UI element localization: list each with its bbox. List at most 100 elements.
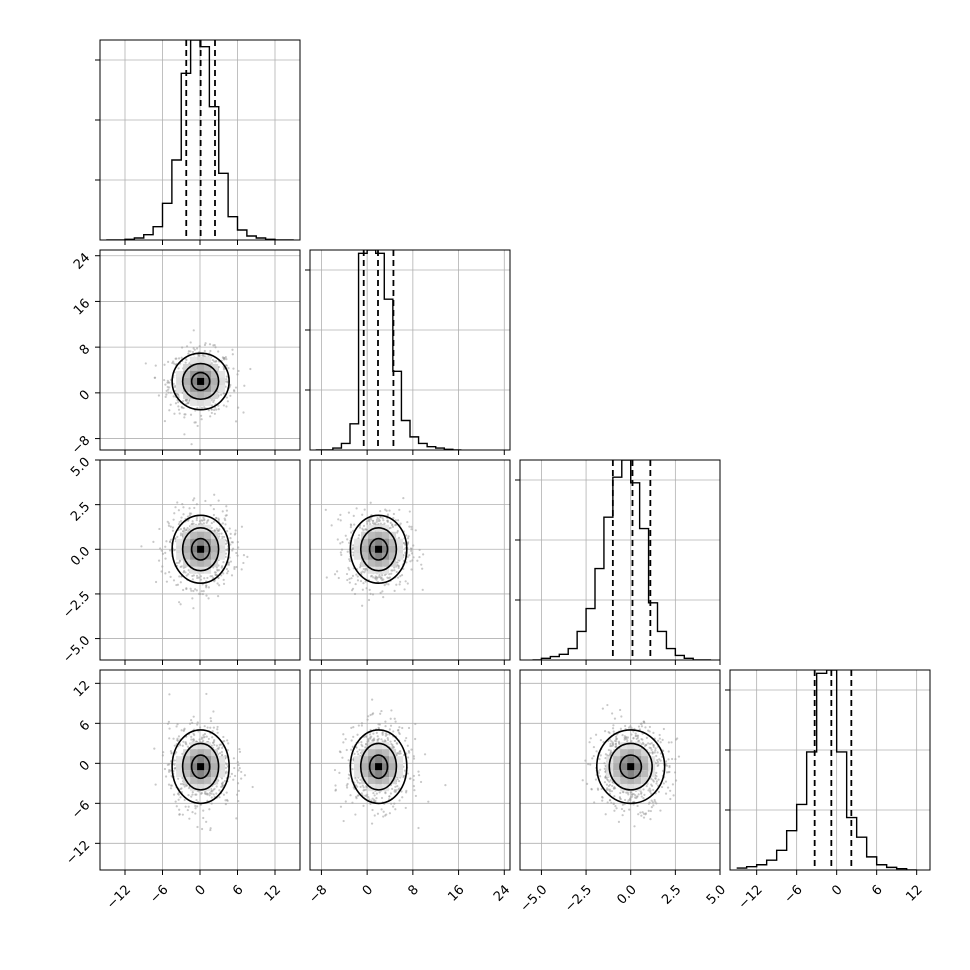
density-cell	[368, 545, 376, 553]
scatter-point	[387, 583, 390, 586]
scatter-point	[382, 595, 385, 599]
scatter-point	[405, 736, 408, 740]
scatter-point	[655, 780, 658, 783]
scatter-point	[348, 568, 351, 571]
scatter-point	[225, 405, 228, 408]
scatter-point	[172, 737, 175, 740]
scatter-point	[400, 573, 404, 577]
scatter-point	[609, 749, 612, 752]
scatter-point	[175, 805, 178, 808]
scatter-point	[223, 739, 226, 743]
scatter-point	[195, 517, 198, 520]
scatter-point	[636, 795, 639, 798]
scatter-point	[178, 808, 181, 811]
y-tick-label: 0	[77, 388, 93, 404]
x-tick-label: 2.5	[659, 882, 684, 907]
scatter-point	[171, 526, 175, 529]
scatter-point	[635, 737, 638, 740]
density-contour	[619, 754, 643, 780]
panel-2-1	[309, 459, 511, 665]
scatter-point	[368, 733, 372, 736]
scatter-point	[391, 525, 395, 528]
density-cell	[218, 377, 226, 385]
density-cell	[634, 770, 642, 778]
scatter-point	[225, 514, 228, 517]
scatter-point	[619, 727, 623, 730]
scatter-point	[367, 737, 370, 740]
scatter-point	[167, 522, 170, 525]
scatter-point	[224, 380, 227, 383]
scatter-point	[350, 577, 353, 580]
scatter-point	[659, 809, 662, 812]
density-cell	[382, 524, 390, 532]
scatter-point	[172, 518, 175, 521]
scatter-point	[605, 788, 608, 792]
scatter-point	[592, 745, 596, 749]
scatter-point	[398, 508, 401, 511]
scatter-point	[217, 499, 220, 502]
panel-frame	[519, 459, 721, 661]
scatter-point	[176, 535, 179, 538]
scatter-point	[181, 752, 184, 755]
scatter-point	[353, 752, 356, 755]
density-cell	[211, 377, 219, 385]
scatter-point	[405, 789, 408, 792]
scatter-point	[382, 519, 385, 522]
scatter-point	[216, 725, 219, 729]
scatter-point	[659, 741, 662, 744]
scatter-point	[604, 756, 607, 760]
scatter-point	[381, 733, 384, 736]
scatter-point	[406, 537, 410, 540]
density-cell	[368, 566, 376, 574]
scatter-point	[225, 530, 229, 533]
density-cell	[176, 545, 184, 553]
scatter-point	[357, 534, 361, 537]
density-cell	[176, 770, 184, 778]
scatter-point	[205, 584, 208, 587]
scatter-point	[399, 580, 402, 583]
scatter-point	[337, 576, 340, 580]
scatter-point	[642, 816, 646, 819]
density-cell	[190, 356, 198, 364]
scatter-point	[242, 411, 245, 414]
density-cell	[634, 777, 642, 785]
scatter-point	[673, 771, 677, 774]
scatter-point	[662, 749, 665, 752]
y-tick-label: 0	[77, 758, 93, 774]
density-cell	[634, 784, 642, 792]
scatter-point	[677, 755, 681, 758]
density-peak	[375, 763, 383, 771]
scatter-point	[165, 540, 168, 543]
density-cells	[354, 742, 404, 792]
scatter-point	[179, 532, 183, 535]
scatter-point	[199, 522, 202, 525]
density-cell	[620, 742, 628, 750]
scatter-point	[394, 808, 397, 811]
scatter-point	[240, 525, 244, 528]
density-cell	[190, 749, 198, 757]
density-cell	[354, 538, 362, 546]
scatter-point	[645, 785, 648, 788]
scatter-point	[191, 793, 194, 796]
scatter-point	[391, 523, 394, 526]
scatter-point	[192, 522, 195, 525]
scatter-point	[221, 510, 224, 513]
scatter-point	[198, 738, 201, 741]
scatter-point	[182, 513, 185, 516]
scatter-point	[345, 784, 348, 787]
density-cell	[204, 566, 212, 574]
scatter-point	[215, 792, 218, 795]
scatter-point	[626, 736, 630, 739]
scatter-point	[352, 735, 355, 738]
density-cell	[396, 756, 404, 764]
scatter-point	[384, 814, 387, 817]
scatter-point	[412, 785, 415, 788]
scatter-point	[399, 574, 402, 578]
scatter-point	[601, 799, 604, 802]
scatter-point	[392, 517, 395, 520]
scatter-point	[177, 405, 180, 408]
x-tick-label: 6	[869, 882, 885, 898]
scatter-point	[396, 561, 399, 564]
scatter-point	[369, 802, 372, 805]
scatter-point	[667, 758, 670, 761]
